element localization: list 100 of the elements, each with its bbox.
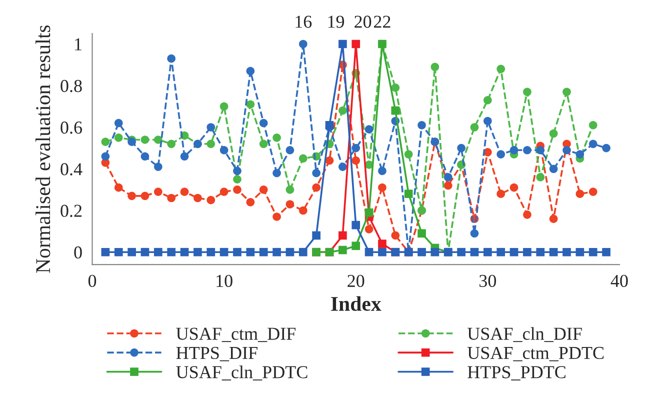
point bbox=[167, 140, 176, 148]
point bbox=[391, 106, 400, 115]
point bbox=[101, 152, 110, 161]
point bbox=[298, 206, 308, 215]
point bbox=[338, 106, 347, 115]
legend-label: HTPS_DIF bbox=[176, 346, 258, 362]
legend-label: USAF_cln_PDTC bbox=[176, 366, 308, 380]
point bbox=[220, 188, 228, 196]
point bbox=[352, 242, 360, 250]
x-tick-label: 40 bbox=[610, 274, 628, 288]
point bbox=[298, 154, 308, 163]
point bbox=[286, 146, 294, 154]
point bbox=[602, 144, 610, 152]
point bbox=[246, 248, 255, 256]
point bbox=[114, 118, 123, 128]
point bbox=[576, 248, 584, 256]
point bbox=[286, 200, 294, 208]
point bbox=[496, 190, 506, 198]
point bbox=[549, 129, 558, 138]
point bbox=[220, 102, 228, 111]
point bbox=[246, 66, 255, 76]
point bbox=[154, 136, 162, 144]
point bbox=[206, 140, 216, 148]
point bbox=[140, 248, 150, 256]
point bbox=[259, 186, 268, 194]
annotation: 19 bbox=[328, 16, 344, 28]
point bbox=[167, 54, 176, 63]
y-tick-label: 0.2 bbox=[60, 204, 82, 218]
point bbox=[140, 136, 150, 144]
x-tick-label: 30 bbox=[479, 274, 496, 288]
point bbox=[404, 190, 413, 198]
point bbox=[101, 248, 110, 256]
point bbox=[154, 162, 162, 171]
point bbox=[246, 100, 255, 109]
point bbox=[510, 146, 518, 154]
y-axis-title: Normalised evaluation results bbox=[36, 25, 50, 273]
point bbox=[483, 248, 492, 256]
point bbox=[325, 156, 334, 165]
point bbox=[298, 40, 308, 48]
x-tick-label: 0 bbox=[88, 274, 96, 288]
point bbox=[523, 248, 532, 256]
point bbox=[114, 183, 123, 192]
point bbox=[312, 168, 320, 178]
point bbox=[194, 194, 202, 202]
point bbox=[496, 248, 506, 256]
point bbox=[312, 183, 320, 192]
point bbox=[180, 152, 189, 161]
point bbox=[470, 229, 479, 238]
point bbox=[418, 121, 426, 130]
point bbox=[352, 144, 360, 152]
point bbox=[338, 162, 347, 171]
point bbox=[206, 123, 216, 132]
point bbox=[180, 248, 189, 256]
point bbox=[233, 186, 242, 194]
point bbox=[167, 194, 176, 202]
y-tick-label: 0.4 bbox=[60, 163, 82, 176]
point bbox=[536, 146, 545, 154]
point bbox=[352, 220, 360, 230]
point bbox=[220, 146, 228, 154]
x-tick-label: 20 bbox=[348, 274, 364, 288]
point bbox=[338, 40, 347, 48]
point bbox=[180, 188, 189, 196]
point bbox=[154, 248, 162, 256]
point bbox=[391, 84, 400, 92]
point bbox=[364, 248, 374, 256]
point bbox=[259, 118, 268, 128]
annotation: 22 bbox=[374, 16, 390, 28]
point bbox=[562, 248, 571, 256]
point bbox=[364, 225, 374, 234]
legend-label: HTPS_PDTC bbox=[468, 366, 566, 380]
point bbox=[140, 152, 150, 161]
point bbox=[233, 166, 242, 176]
point bbox=[233, 248, 242, 256]
point bbox=[167, 248, 176, 256]
x-tick-label: 10 bbox=[216, 274, 232, 288]
point bbox=[523, 88, 532, 96]
y-tick-label: 0.6 bbox=[60, 122, 82, 134]
legend-label: USAF_ctm_PDTC bbox=[467, 346, 604, 362]
point bbox=[312, 231, 320, 240]
point bbox=[352, 156, 360, 165]
point bbox=[496, 150, 506, 158]
legend-label: USAF_ctm_DIF bbox=[176, 328, 296, 342]
point bbox=[430, 248, 440, 256]
y-tick-label: 0 bbox=[74, 246, 82, 259]
point bbox=[457, 248, 466, 256]
point bbox=[286, 248, 294, 256]
point bbox=[588, 188, 598, 196]
point bbox=[562, 146, 571, 154]
point bbox=[562, 88, 571, 96]
point bbox=[430, 62, 440, 72]
point bbox=[378, 166, 386, 176]
point bbox=[101, 138, 110, 146]
y-tick-label: 1 bbox=[75, 38, 82, 50]
point bbox=[457, 144, 466, 152]
point bbox=[140, 192, 150, 200]
point bbox=[418, 229, 426, 238]
point bbox=[588, 140, 598, 148]
point bbox=[418, 248, 426, 256]
point bbox=[391, 231, 400, 240]
point bbox=[549, 164, 558, 174]
